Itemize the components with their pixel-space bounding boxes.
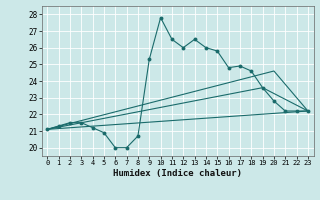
X-axis label: Humidex (Indice chaleur): Humidex (Indice chaleur) [113, 169, 242, 178]
